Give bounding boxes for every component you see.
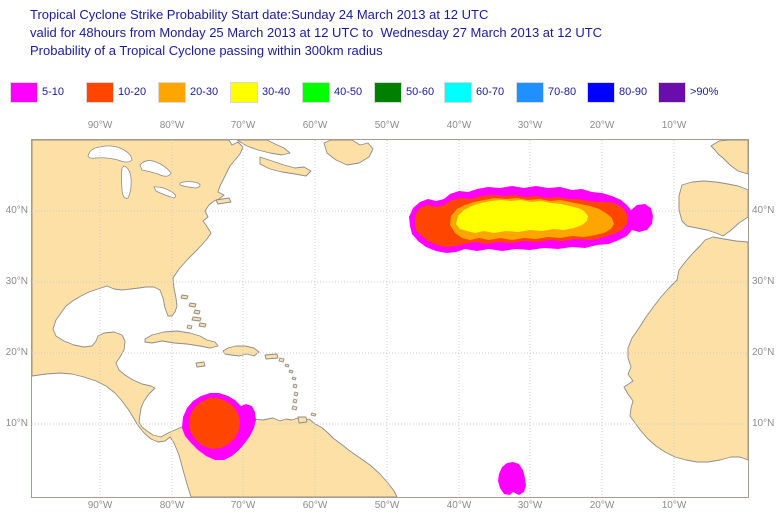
bottom-axis-label: 50°W	[374, 500, 400, 511]
chart-title: Tropical Cyclone Strike Probability Star…	[30, 6, 602, 60]
top-axis-label: 80°W	[159, 120, 185, 131]
lake-erie	[153, 186, 176, 199]
legend-swatch-40-50	[302, 81, 330, 103]
top-axis-label: 30°W	[517, 120, 543, 131]
legend-label: 70-80	[548, 86, 577, 98]
title-line-1: Tropical Cyclone Strike Probability Star…	[30, 7, 489, 22]
bahamas	[180, 294, 207, 330]
left-axis-label: 20°N	[5, 347, 28, 358]
legend-swatch-60-70	[444, 81, 472, 103]
legend-item: >90%	[658, 81, 719, 103]
top-axis-label: 40°W	[446, 120, 472, 131]
left-axis-label: 10°N	[5, 418, 28, 429]
right-axis-label: 40°N	[752, 205, 775, 216]
top-axis-label: 50°W	[374, 120, 400, 131]
lake-huron	[139, 160, 172, 177]
legend-label: 10-20	[118, 86, 147, 98]
puerto-rico	[264, 353, 279, 360]
legend-label: 20-30	[190, 86, 219, 98]
legend-item: 70-80	[516, 81, 577, 103]
left-axis-label: 30°N	[5, 276, 28, 287]
right-axis-label: 30°N	[752, 276, 775, 287]
legend-swatch-70-80	[516, 81, 544, 103]
right-axis-label: 20°N	[752, 347, 775, 358]
legend-label: >90%	[690, 86, 719, 98]
france	[710, 140, 748, 175]
bottom-axis-label: 30°W	[517, 500, 543, 511]
cuba	[144, 330, 219, 349]
title-line-3: Probability of a Tropical Cyclone passin…	[30, 43, 383, 58]
jamaica	[195, 361, 206, 368]
right-axis-label: 10°N	[752, 418, 775, 429]
legend-label: 50-60	[406, 86, 435, 98]
legend-item: 30-40	[230, 81, 291, 103]
top-axis-label: 60°W	[302, 120, 328, 131]
title-line-2: valid for 48hours from Monday 25 March 2…	[30, 25, 603, 40]
band-10-20-caribbean	[189, 398, 240, 449]
top-axis-label: 90°W	[87, 120, 113, 131]
atlantic-basin-map	[32, 140, 748, 497]
legend-item: 80-90	[587, 81, 648, 103]
trinidad	[297, 416, 308, 424]
long-island	[215, 197, 232, 205]
left-axis-label: 40°N	[5, 205, 28, 216]
legend-item: 20-30	[158, 81, 219, 103]
top-axis-label: 10°W	[661, 120, 687, 131]
legend-swatch-90plus	[658, 81, 686, 103]
lake-michigan	[121, 165, 132, 199]
legend-label: 5-10	[42, 86, 65, 98]
legend-swatch-20-30	[158, 81, 186, 103]
bottom-axis-label: 10°W	[661, 500, 687, 511]
lake-ontario	[179, 181, 201, 189]
great-lakes	[87, 145, 201, 199]
newfoundland	[323, 140, 374, 166]
legend-swatch-80-90	[587, 81, 615, 103]
legend-swatch-50-60	[374, 81, 402, 103]
bottom-axis-label: 40°W	[446, 500, 472, 511]
legend-item: 40-50	[302, 81, 363, 103]
map-frame	[31, 139, 749, 498]
hispaniola	[222, 345, 260, 357]
bottom-axis-label: 80°W	[159, 500, 185, 511]
legend-label: 60-70	[476, 86, 505, 98]
gaspe-new-brunswick	[236, 140, 291, 156]
africa	[623, 236, 748, 463]
legend-swatch-5-10	[10, 81, 38, 103]
bottom-axis-label: 60°W	[302, 500, 328, 511]
probability-contours	[182, 186, 653, 495]
bottom-axis-label: 70°W	[230, 500, 256, 511]
legend-swatch-30-40	[230, 81, 258, 103]
top-axis-label: 20°W	[589, 120, 615, 131]
legend-swatch-10-20	[86, 81, 114, 103]
north-south-america-landmass	[32, 140, 398, 497]
iberia	[678, 180, 748, 237]
legend-label: 40-50	[334, 86, 363, 98]
legend-label: 30-40	[262, 86, 291, 98]
bottom-axis-label: 90°W	[87, 500, 113, 511]
probability-legend: 5-10 10-20 20-30 30-40 40-50 50-60 60-70…	[0, 81, 781, 104]
bottom-axis-label: 20°W	[589, 500, 615, 511]
legend-item: 10-20	[86, 81, 147, 103]
band-5-10-equatorial-atlantic	[498, 462, 526, 495]
legend-item: 5-10	[10, 81, 65, 103]
legend-label: 80-90	[619, 86, 648, 98]
nova-scotia	[259, 156, 312, 177]
landmasses	[32, 140, 748, 497]
legend-item: 60-70	[444, 81, 505, 103]
band-30-40-north-atlantic	[456, 200, 588, 233]
top-axis-label: 70°W	[230, 120, 256, 131]
legend-item: 50-60	[374, 81, 435, 103]
